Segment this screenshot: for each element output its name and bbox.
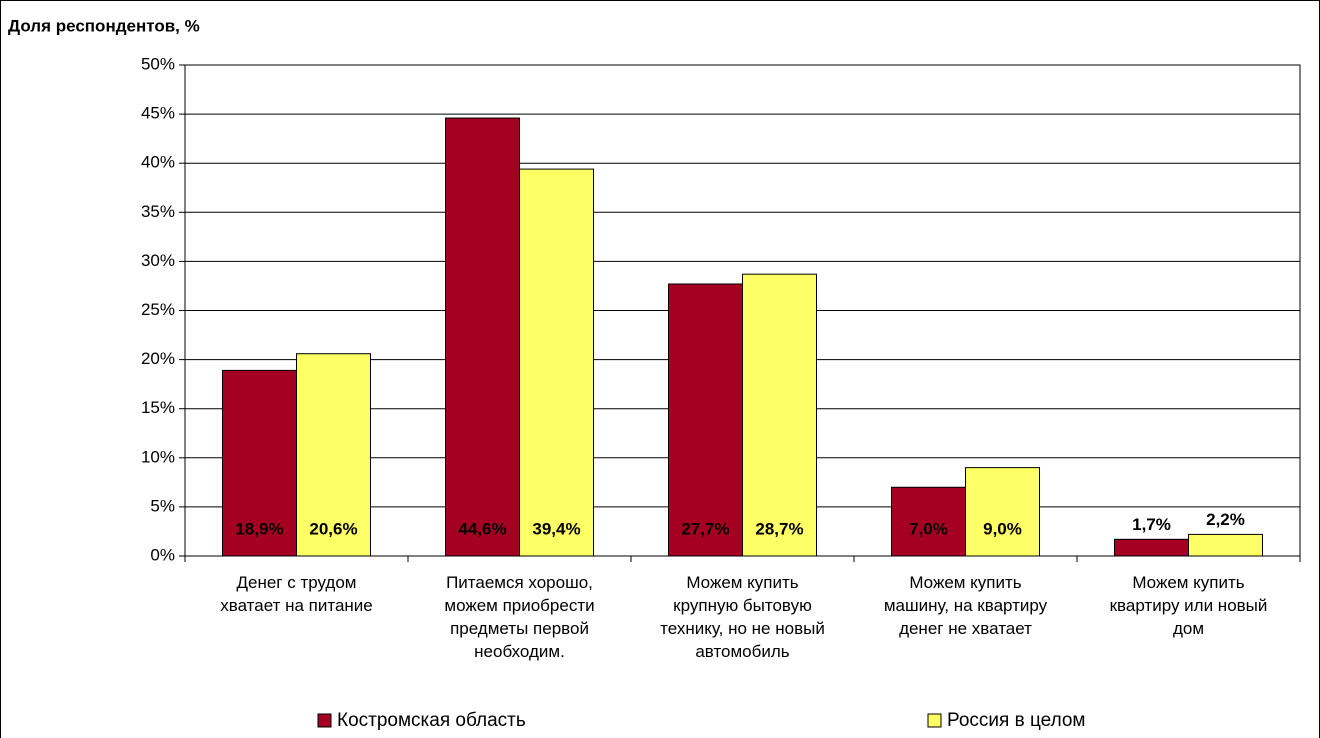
bar [1114, 538, 1189, 557]
legend-swatch [927, 713, 942, 728]
bar [296, 353, 371, 557]
legend-swatch [317, 713, 332, 728]
y-tick-label: 40% [141, 153, 175, 172]
data-label: 1,7% [1132, 515, 1171, 534]
y-tick-label: 30% [141, 251, 175, 270]
y-tick-label: 50% [141, 54, 175, 73]
x-tick-label: Денег с трудом хватает на питание [220, 573, 373, 615]
x-tick-label: Можем купить крупную бытовую технику, но н… [660, 573, 825, 661]
y-tick-label: 20% [141, 349, 175, 368]
data-label: 2,2% [1206, 510, 1245, 529]
bar [222, 369, 297, 557]
y-tick-label: 5% [150, 496, 175, 515]
data-label: 44,6% [458, 519, 506, 538]
x-tick-label: Можем купить машину, на квартиру денег не … [884, 573, 1048, 638]
data-label: 18,9% [235, 519, 283, 538]
data-label: 20,6% [309, 519, 357, 538]
y-axis-title: Доля респондентов, % [8, 16, 200, 35]
y-tick-label: 25% [141, 300, 175, 319]
data-label: 39,4% [532, 519, 580, 538]
legend-label: Костромская область [337, 710, 526, 731]
y-tick-label: 15% [141, 398, 175, 417]
data-label: 9,0% [983, 519, 1022, 538]
bar [1188, 533, 1263, 557]
bar [965, 467, 1040, 557]
x-tick-label: Можем купить квартиру или новый дом [1110, 573, 1268, 638]
data-label: 27,7% [681, 519, 729, 538]
data-label: 7,0% [909, 519, 948, 538]
bar [668, 283, 743, 557]
bar [445, 117, 520, 557]
y-tick-label: 0% [150, 545, 175, 564]
x-tick-label: Питаемся хорошо, можем приобрести предметы… [444, 573, 594, 661]
bar [742, 273, 817, 557]
y-tick-label: 10% [141, 447, 175, 466]
bar [519, 168, 594, 557]
legend-label: Россия в целом [947, 710, 1086, 731]
y-tick-label: 45% [141, 104, 175, 123]
y-tick-label: 35% [141, 202, 175, 221]
data-label: 28,7% [755, 519, 803, 538]
